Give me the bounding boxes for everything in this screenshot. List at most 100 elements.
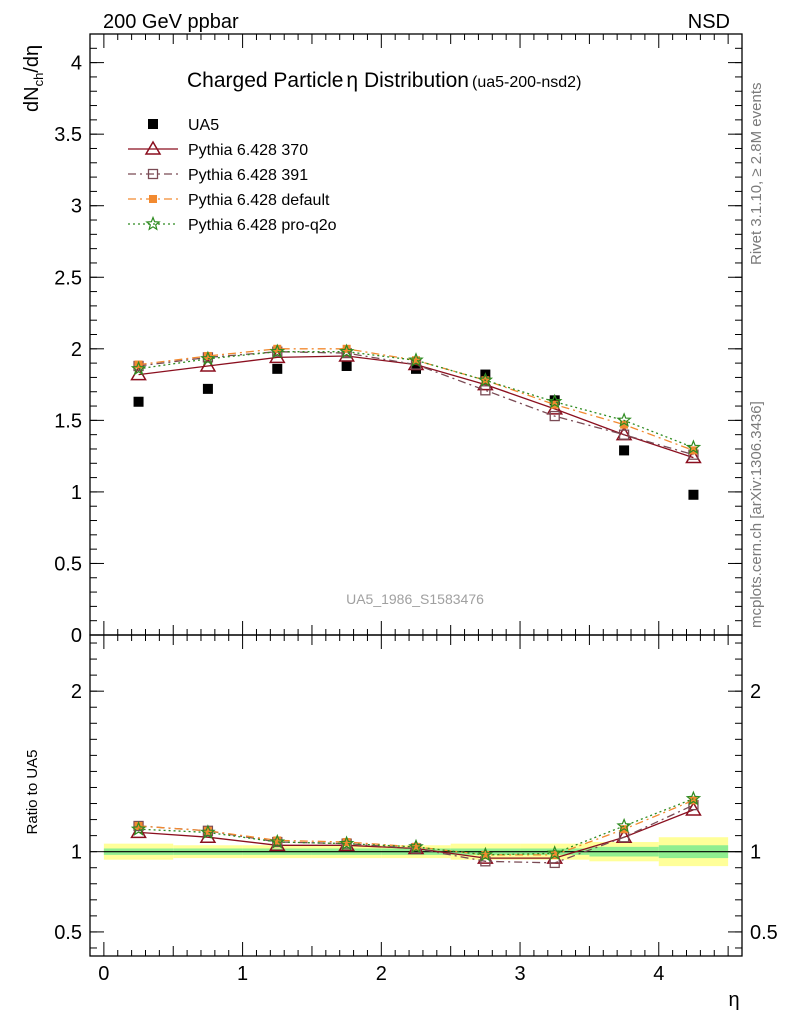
ratio-data-point [477,846,494,862]
series-line-pythia-6-428-391 [138,351,694,456]
x-tick-label: 0 [98,963,109,985]
ratio-data-point [273,836,282,845]
header-right-label: NSD [688,11,730,33]
ratio-data-point [134,821,143,830]
ratio-y-tick-label-right: 2 [750,681,761,703]
ratio-data-point [203,826,212,835]
legend-marker [147,168,159,180]
series-line-pythia-6-428-default [138,348,694,452]
data-point [130,360,147,376]
data-point [618,429,630,440]
series-pythia-6-428-default [134,344,698,455]
data-point [688,489,699,500]
ratio-panel: 0.5 1 2 0 1 2 3 4 0.5 1 2 [54,634,778,985]
main-y-tick-label: 3.5 [54,124,82,146]
data-point [480,385,491,396]
data-point [134,360,143,369]
ratio-y-tick-label: 2 [71,681,82,703]
ratio-data-point [481,850,490,859]
data-point [199,357,217,372]
main-y-label-rest: /dη [21,45,43,73]
ratio-y-tick-label-right: 1 [750,842,761,864]
x-axis-label: η [728,989,739,1011]
legend-marker [145,215,161,231]
data-point [408,352,424,367]
x-tick-label: 1 [237,963,248,985]
legend-marker [148,119,158,129]
data-point [269,343,286,359]
rivet-version-label: Rivet 3.1.10, ≥ 2.8M events [748,83,765,266]
main-title-text: Charged Particle [187,69,343,92]
legend-marker [149,195,157,203]
data-point [619,445,630,456]
series-line-pythia-6-428-pro-q2o [138,351,694,449]
legend-label: Pythia 6.428 default [188,192,330,209]
data-point [477,372,494,387]
legend-item-pythia-6-428-default: Pythia 6.428 default [128,192,330,209]
main-y-tick-label: 3 [71,196,82,218]
data-point [272,363,283,374]
x-tick-label: 4 [653,963,664,985]
ratio-series-line [138,799,694,856]
legend-label: Pythia 6.428 391 [188,167,308,184]
data-point [133,396,144,407]
ratio-y-tick-label-right: 0.5 [750,922,778,944]
legend-label: Pythia 6.428 370 [188,142,308,159]
ratio-y-axis-label: Ratio to UA5 [24,749,41,834]
legend-item-pythia-6-428-391: Pythia 6.428 391 [128,167,308,184]
data-point [549,395,560,406]
ratio-y-tick-label: 0.5 [54,922,82,944]
data-point [338,343,355,359]
data-point [412,356,420,365]
mcplots-label: mcplots.cern.ch [arXiv:1306.3436] [748,401,765,628]
ratio-data-point [412,842,420,851]
header-left-label: 200 GeV ppbar [103,11,239,33]
main-y-tick-label: 2.5 [54,267,82,289]
main-title-rest: Distribution [358,69,469,92]
data-point [273,344,282,353]
data-point [549,410,560,422]
analysis-watermark: UA5_1986_S1583476 [346,591,484,607]
legend: UA5 Pythia 6.428 370 Pythia 6.428 391 Pythi… [128,117,337,234]
ratio-data-point [546,845,563,860]
series-pythia-6-428-pro-q2o [130,343,702,455]
legend-item-pythia-6-428-370: Pythia 6.428 370 [128,140,308,159]
ratio-series-pythia-6-428-pro-q2o [130,790,702,862]
data-point [200,350,216,366]
ratio-data-point [408,838,424,854]
data-point [685,439,702,455]
data-point [341,360,352,371]
main-y-tick-label: 1.5 [54,410,82,432]
main-title-small: (ua5-200-nsd2) [472,74,581,91]
main-y-tick-label: 0 [71,625,82,647]
main-y-label-main: dN [21,86,43,112]
legend-item-pythia-6-428-pro-q2o: Pythia 6.428 pro-q2o [128,215,337,234]
data-point [202,383,213,394]
ratio-plot-frame [89,634,743,957]
data-point [546,393,563,409]
main-title: Charged Particle η Distribution (ua5-200-n… [187,69,581,92]
legend-marker [144,140,162,155]
ratio-data-point [338,835,355,851]
ratio-data-point [616,817,632,833]
ratio-data-point [685,801,702,816]
main-y-tick-label: 2 [71,339,82,361]
x-tick-label: 2 [376,963,387,985]
ratio-data-point [685,790,702,806]
ratio-data-point [689,796,698,805]
main-title-eta: η [346,69,358,92]
main-y-label-sub: ch [31,73,46,87]
ratio-data-point [342,838,351,847]
data-point [342,344,351,353]
ratio-data-point [550,850,559,859]
ratio-data-point [130,821,147,836]
legend-label: Pythia 6.428 pro-q2o [188,217,337,234]
main-y-axis-label: dNch/dη [21,45,46,112]
ratio-y-tick-label: 1 [71,842,82,864]
data-point [685,449,702,464]
legend-label: UA5 [188,117,219,134]
main-y-tick-label: 4 [71,53,82,75]
x-tick-label: 3 [514,963,525,985]
data-point [616,412,632,427]
